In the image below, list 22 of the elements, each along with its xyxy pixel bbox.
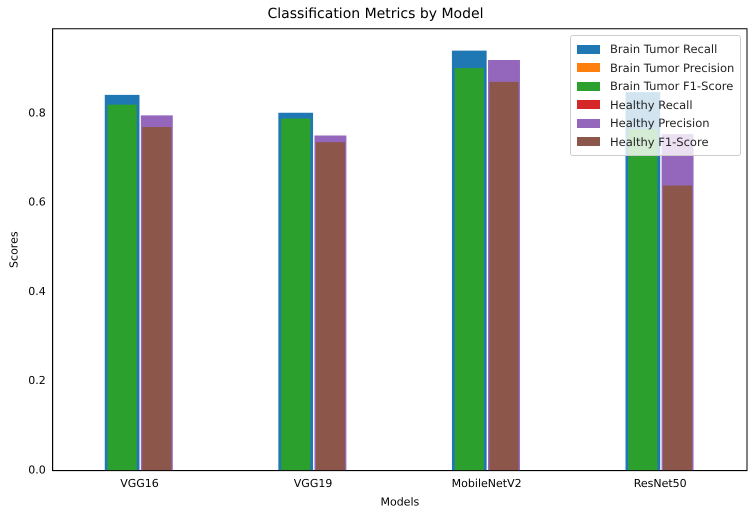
bar bbox=[108, 104, 137, 471]
legend-label: Healthy Recall bbox=[610, 98, 693, 112]
y-tick-label: 0.0 bbox=[28, 463, 46, 476]
y-tick-label: 0.6 bbox=[28, 196, 46, 209]
x-tick-label: VGG16 bbox=[120, 477, 159, 490]
legend-label: Brain Tumor Recall bbox=[610, 42, 718, 56]
legend-label: Brain Tumor F1-Score bbox=[610, 79, 734, 94]
x-tick-label: ResNet50 bbox=[634, 477, 687, 490]
chart-title: Classification Metrics by Model bbox=[267, 6, 484, 22]
legend-label: Brain Tumor Precision bbox=[610, 60, 734, 75]
x-axis-title: Models bbox=[380, 495, 420, 508]
bar bbox=[281, 118, 310, 471]
legend-label: Healthy F1-Score bbox=[610, 134, 709, 149]
bar bbox=[662, 185, 692, 471]
x-tick-label: VGG19 bbox=[294, 477, 332, 490]
legend-label: Healthy Precision bbox=[610, 116, 710, 130]
y-tick-label: 0.2 bbox=[28, 374, 46, 388]
y-tick-label: 0.4 bbox=[28, 284, 46, 298]
y-tick-label: 0.8 bbox=[28, 106, 46, 120]
bar bbox=[454, 68, 484, 471]
x-tick-label: MobileNetV2 bbox=[452, 477, 522, 490]
y-axis-title: Scores bbox=[7, 231, 20, 268]
